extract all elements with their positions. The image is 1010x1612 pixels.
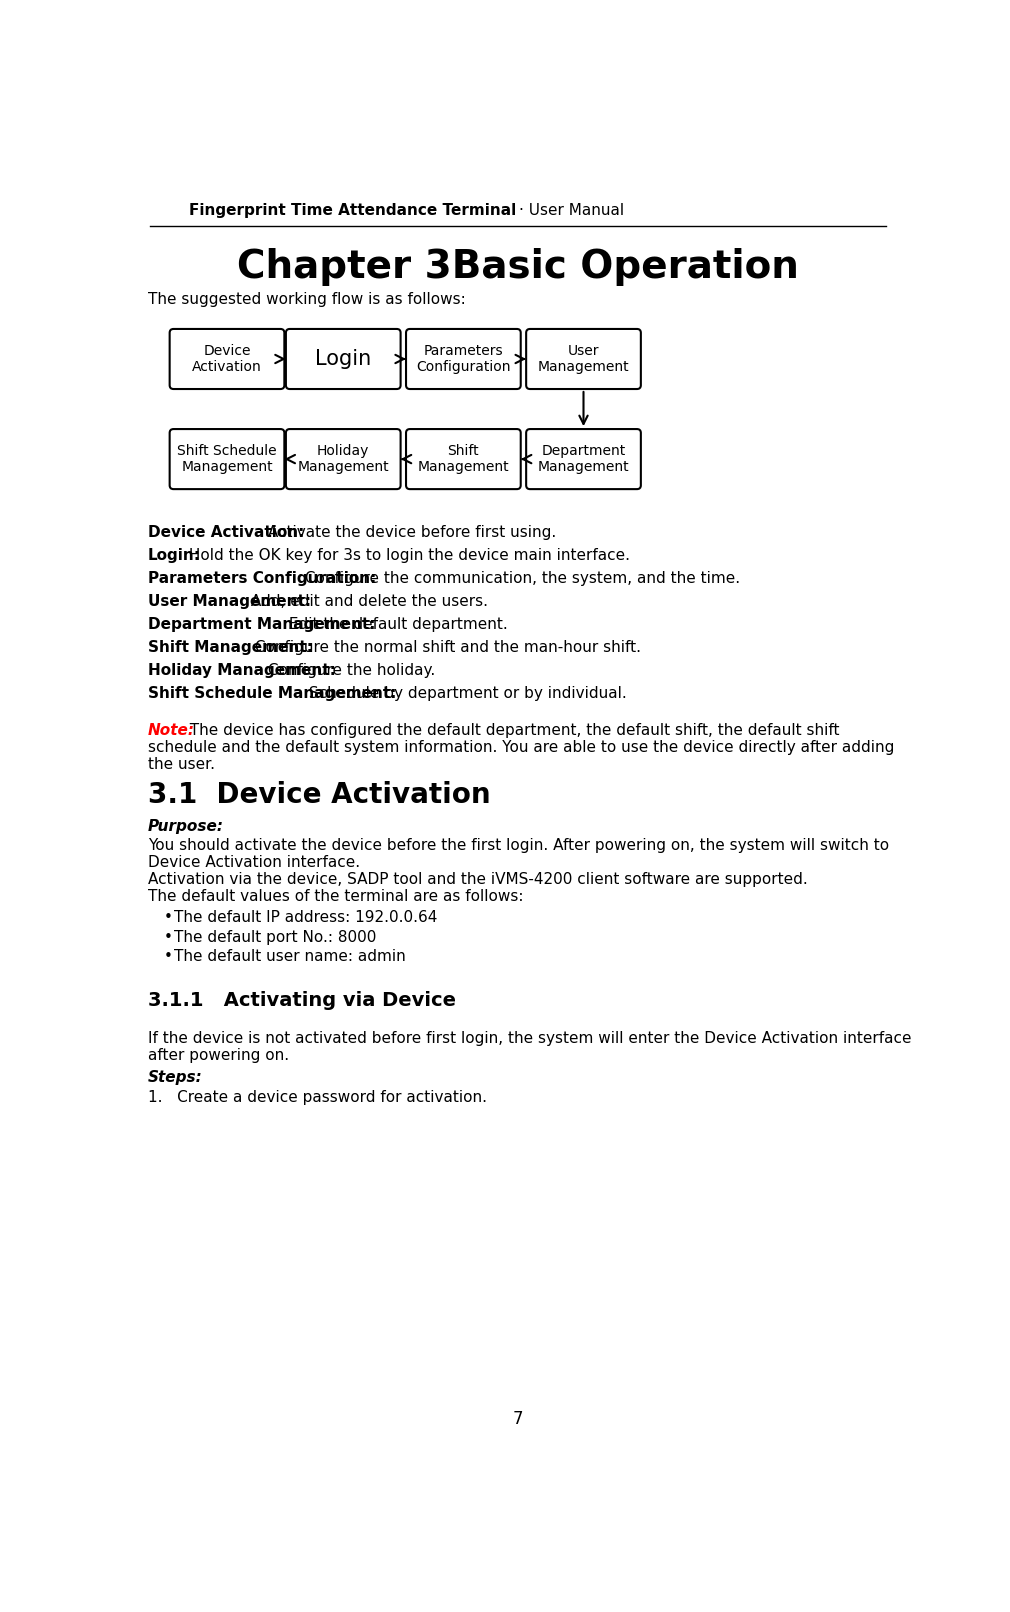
- Text: •: •: [164, 911, 173, 925]
- Text: •: •: [164, 930, 173, 945]
- Text: Device
Activation: Device Activation: [192, 343, 262, 374]
- Text: •: •: [164, 949, 173, 964]
- FancyBboxPatch shape: [286, 429, 401, 488]
- Text: The device has configured the default department, the default shift, the default: The device has configured the default de…: [181, 724, 840, 738]
- Text: If the device is not activated before first login, the system will enter the Dev: If the device is not activated before fi…: [147, 1032, 911, 1046]
- FancyBboxPatch shape: [406, 429, 521, 488]
- Text: The default user name: admin: The default user name: admin: [175, 949, 406, 964]
- Text: Steps:: Steps:: [147, 1070, 203, 1085]
- Text: The default port No.: 8000: The default port No.: 8000: [175, 930, 377, 945]
- Text: The suggested working flow is as follows:: The suggested working flow is as follows…: [147, 292, 466, 308]
- FancyBboxPatch shape: [286, 329, 401, 388]
- Text: Login: Login: [315, 348, 372, 369]
- Text: User Management:: User Management:: [147, 595, 311, 609]
- Text: Fingerprint Time Attendance Terminal: Fingerprint Time Attendance Terminal: [189, 203, 516, 218]
- Text: 7: 7: [512, 1410, 523, 1428]
- Text: User
Management: User Management: [537, 343, 629, 374]
- Text: Activation via the device, SADP tool and the iVMS-4200 client software are suppo: Activation via the device, SADP tool and…: [147, 872, 808, 887]
- Text: Department Management:: Department Management:: [147, 617, 376, 632]
- Text: Holiday Management:: Holiday Management:: [147, 664, 335, 679]
- Text: Department
Management: Department Management: [537, 443, 629, 474]
- FancyBboxPatch shape: [526, 329, 641, 388]
- Text: Shift Management:: Shift Management:: [147, 640, 313, 654]
- Text: the user.: the user.: [147, 758, 215, 772]
- Text: Holiday
Management: Holiday Management: [297, 443, 389, 474]
- Text: Configure the holiday.: Configure the holiday.: [263, 664, 435, 679]
- Text: Login:: Login:: [147, 548, 201, 563]
- Text: 3.1  Device Activation: 3.1 Device Activation: [147, 780, 491, 809]
- Text: Parameters Configuration:: Parameters Configuration:: [147, 571, 377, 585]
- Text: 1.   Create a device password for activation.: 1. Create a device password for activati…: [147, 1090, 487, 1104]
- Text: · User Manual: · User Manual: [519, 203, 624, 218]
- Text: Configure the normal shift and the man-hour shift.: Configure the normal shift and the man-h…: [250, 640, 641, 654]
- Text: Activate the device before first using.: Activate the device before first using.: [263, 526, 556, 540]
- Text: Edit the default department.: Edit the default department.: [285, 617, 508, 632]
- Text: Add, edit and delete the users.: Add, edit and delete the users.: [245, 595, 488, 609]
- Text: Schedule by department or by individual.: Schedule by department or by individual.: [304, 687, 627, 701]
- Text: The default IP address: 192.0.0.64: The default IP address: 192.0.0.64: [175, 911, 437, 925]
- Text: Device Activation:: Device Activation:: [147, 526, 304, 540]
- Text: You should activate the device before the first login. After powering on, the sy: You should activate the device before th…: [147, 838, 889, 853]
- Text: Note:: Note:: [147, 724, 195, 738]
- Text: schedule and the default system information. You are able to use the device dire: schedule and the default system informat…: [147, 740, 894, 754]
- Text: Device Activation interface.: Device Activation interface.: [147, 854, 361, 870]
- FancyBboxPatch shape: [170, 329, 285, 388]
- Text: Shift Schedule
Management: Shift Schedule Management: [177, 443, 277, 474]
- Text: Chapter 3Basic Operation: Chapter 3Basic Operation: [236, 248, 799, 285]
- Text: The default values of the terminal are as follows:: The default values of the terminal are a…: [147, 888, 523, 904]
- FancyBboxPatch shape: [526, 429, 641, 488]
- Text: Configure the communication, the system, and the time.: Configure the communication, the system,…: [300, 571, 740, 585]
- FancyBboxPatch shape: [406, 329, 521, 388]
- Text: Shift Schedule Management:: Shift Schedule Management:: [147, 687, 397, 701]
- Text: Purpose:: Purpose:: [147, 819, 224, 835]
- Text: after powering on.: after powering on.: [147, 1048, 289, 1064]
- Text: Hold the OK key for 3s to login the device main interface.: Hold the OK key for 3s to login the devi…: [184, 548, 629, 563]
- Text: 3.1.1   Activating via Device: 3.1.1 Activating via Device: [147, 991, 456, 1011]
- Text: Parameters
Configuration: Parameters Configuration: [416, 343, 511, 374]
- Text: Shift
Management: Shift Management: [417, 443, 509, 474]
- FancyBboxPatch shape: [170, 429, 285, 488]
